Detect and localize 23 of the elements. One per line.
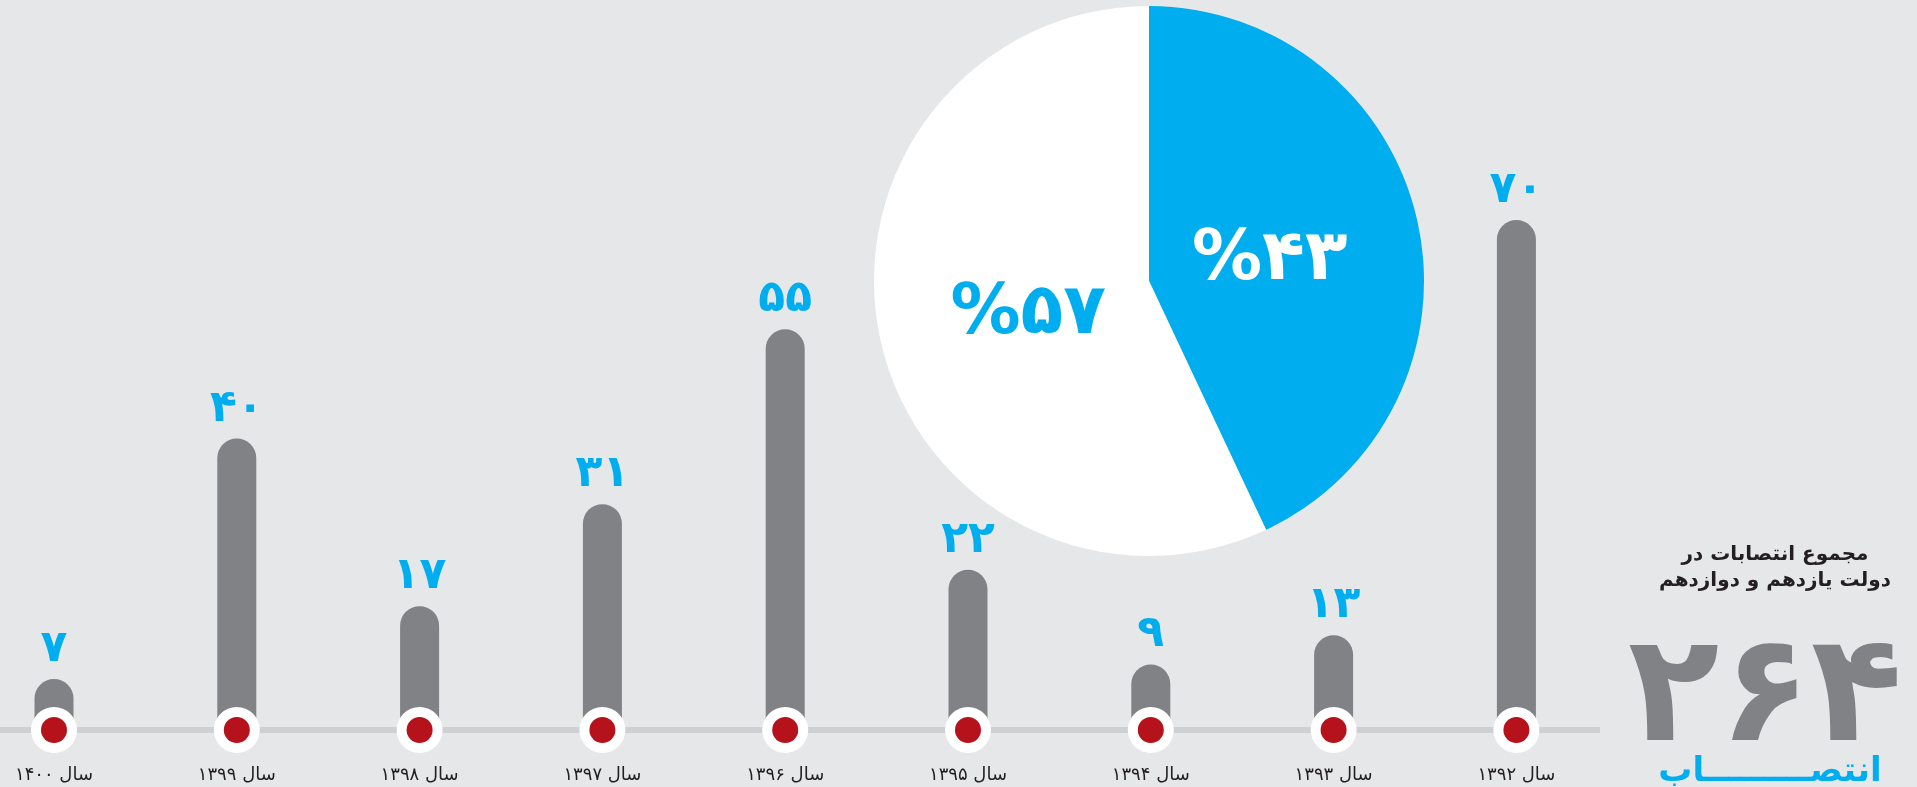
data-label: %۴۳ xyxy=(1191,213,1348,296)
data-label: %۵۷ xyxy=(950,267,1107,350)
x-tick-label: سال ۱۳۹۸ xyxy=(380,763,459,784)
data-label: ۱۷ xyxy=(392,547,447,599)
x-tick-label: سال ۱۳۹۳ xyxy=(1294,763,1373,784)
data-label: ۵۵ xyxy=(758,270,813,322)
data-label: ۹ xyxy=(1137,605,1165,657)
x-tick-label: سال ۱۳۹۴ xyxy=(1111,763,1190,784)
x-tick-label: سال ۱۳۹۵ xyxy=(928,763,1008,784)
data-label: ۷ xyxy=(40,620,68,671)
data-label: ۴۰ xyxy=(209,379,264,431)
x-tick-label: سال ۱۳۹۷ xyxy=(563,763,642,784)
data-label: ۳۱ xyxy=(575,445,630,497)
data-label: ۷۰ xyxy=(1489,161,1544,212)
x-tick-label: سال ۱۳۹۹ xyxy=(197,763,276,784)
pie-slice xyxy=(1149,6,1424,530)
x-tick-label: سال ۱۳۹۶ xyxy=(746,763,825,784)
data-label: ۲۲ xyxy=(941,510,995,562)
data-label: ۱۳ xyxy=(1306,576,1361,628)
text: مجموع انتصابات در دولت یازدهم و دوازدهم xyxy=(1659,541,1891,591)
x-tick-label: سال ۱۳۹۲ xyxy=(1477,763,1556,784)
text: انتصـــــــــاب xyxy=(1658,749,1882,787)
x-tick-label: سال ۱۴۰۰ xyxy=(14,763,94,784)
